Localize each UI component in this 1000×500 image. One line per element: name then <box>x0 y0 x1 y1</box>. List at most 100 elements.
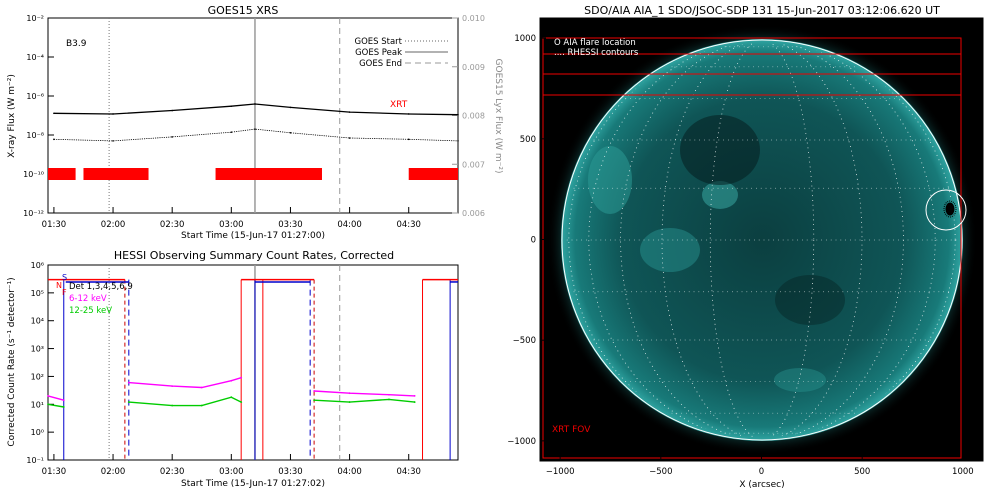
goes-left-tick-label: 10⁻¹⁰ <box>23 170 44 179</box>
hessi-y-tick-label: 10³ <box>31 345 44 354</box>
active-region <box>588 146 632 214</box>
hessi-flag-lines <box>48 278 458 460</box>
hessi-point <box>171 404 174 407</box>
hessi-y-tick-label: 10¹ <box>31 400 44 409</box>
goes-left-tick-label: 10⁻⁶ <box>26 92 44 101</box>
sun-disk <box>561 39 963 441</box>
hessi-legend: S N F Det 1,3,4,5,6,9 6-12 keV 12-25 keV <box>56 273 133 316</box>
hessi-series-0 <box>128 377 242 389</box>
hessi-count-curves <box>47 376 416 408</box>
hessi-point <box>62 399 65 402</box>
hessi-point <box>127 401 130 403</box>
hessi-point <box>240 401 243 403</box>
goes-point <box>53 112 55 115</box>
hessi-point <box>413 394 416 397</box>
goes-legend: GOES Start GOES Peak GOES End <box>354 37 448 69</box>
longitude-line <box>709 43 815 437</box>
goes-series-1 <box>53 128 459 142</box>
goes-point <box>171 136 173 138</box>
hessi-time-axis: 01:30 02:00 02:30 03:00 03:30 04:00 04:30 <box>42 454 421 477</box>
hessi-legend-low: 6-12 keV <box>69 294 107 304</box>
hessi-point <box>200 404 203 407</box>
aia-x-tick-label: 500 <box>854 467 870 477</box>
goes-point <box>348 137 351 139</box>
goes-left-tick-label: 10⁻¹² <box>23 209 44 218</box>
hessi-point <box>348 392 351 395</box>
goes-point <box>112 140 114 142</box>
hessi-series-1 <box>314 398 415 403</box>
goes-point <box>348 111 351 113</box>
hessi-y-tick-label: 10⁻¹ <box>26 456 44 465</box>
hessi-y-tick-label: 10⁶ <box>31 261 44 270</box>
longitude-line <box>568 43 956 437</box>
hessi-point <box>413 401 416 403</box>
hessi-flag-n: N <box>56 281 62 290</box>
goes-title: GOES15 XRS <box>208 4 279 17</box>
hessi-point <box>388 398 390 401</box>
time-tick-label: 02:30 <box>160 467 185 477</box>
goes-left-tick-label: 10⁻⁸ <box>26 131 44 140</box>
time-tick-label: 03:30 <box>278 220 303 230</box>
goes-point <box>254 128 256 130</box>
heliographic-grid <box>565 43 959 437</box>
aia-x-tick-label: −500 <box>649 467 672 477</box>
goes-right-tick-label: 0.007 <box>462 160 485 169</box>
hessi-xlabel: Start Time (15-Jun-17 01:27:02) <box>181 479 325 489</box>
active-region <box>640 228 700 272</box>
hessi-point <box>200 386 203 389</box>
goes-point <box>230 131 233 133</box>
goes-left-tick-label: 10⁻² <box>26 14 44 23</box>
hessi-title: HESSI Observing Summary Count Rates, Cor… <box>114 249 394 262</box>
xrt-interval-bar <box>215 168 322 180</box>
time-tick-label: 03:30 <box>278 467 303 477</box>
hessi-legend-detectors: Det 1,3,4,5,6,9 <box>69 282 133 292</box>
hessi-point <box>313 399 316 402</box>
aia-y-tick-label: 1000 <box>514 34 536 44</box>
hessi-point <box>313 390 316 392</box>
active-region <box>702 181 738 209</box>
hessi-ylabel: Corrected Count Rate (s⁻¹ detector⁻¹) <box>7 277 17 446</box>
time-tick-label: 01:30 <box>42 220 67 230</box>
time-tick-label: 04:30 <box>396 220 421 230</box>
time-tick-label: 04:00 <box>337 467 362 477</box>
goes-right-axis: 0.010 0.009 0.008 0.007 0.006 <box>452 14 485 218</box>
goes-point <box>112 113 114 115</box>
longitude-line <box>588 43 936 437</box>
hessi-point <box>388 393 390 396</box>
aia-title: SDO/AIA AIA_1 SDO/JSOC-SDP 131 15-Jun-20… <box>584 4 940 17</box>
longitude-line <box>661 43 863 437</box>
solar-limb <box>561 39 963 441</box>
sun-features <box>588 115 845 392</box>
aia-x-tick-label: −1000 <box>546 467 575 477</box>
goes-point <box>407 138 410 141</box>
aia-legend-rhessi: .... RHESSI contours <box>554 48 639 58</box>
time-tick-label: 03:00 <box>219 467 244 477</box>
hessi-flag-s: S <box>62 273 67 282</box>
hessi-y-tick-label: 10⁰ <box>31 428 44 437</box>
aia-x-tick-label: 0 <box>759 467 764 477</box>
goes-point <box>53 138 55 141</box>
aia-flare-location-marker <box>925 189 967 231</box>
hessi-point <box>230 396 233 399</box>
aia-panel: SDO/AIA AIA_1 SDO/JSOC-SDP 131 15-Jun-20… <box>507 4 984 490</box>
goes-point <box>254 103 256 105</box>
goes-ylabel-right: GOES15 Lyx Flux (W m⁻²) <box>493 59 503 174</box>
hessi-point <box>47 403 49 406</box>
goes-right-tick-label: 0.009 <box>462 63 485 72</box>
legend-goes-start: GOES Start <box>354 37 402 47</box>
goes-point <box>289 131 292 134</box>
hessi-y-tick-label: 10² <box>31 372 44 381</box>
aia-y-tick-label: 500 <box>520 135 536 145</box>
aia-y-tick-label: −500 <box>513 336 536 346</box>
hessi-plot-frame <box>47 264 459 461</box>
xrt-fov-label: XRT FOV <box>552 425 591 435</box>
time-tick-label: 01:30 <box>42 467 67 477</box>
hessi-series-0 <box>47 395 64 401</box>
hessi-y-tick-label: 10⁴ <box>31 317 44 326</box>
time-tick-label: 04:30 <box>396 467 421 477</box>
goes-point <box>289 106 292 109</box>
longitude-line <box>620 43 904 437</box>
hessi-point <box>127 381 130 384</box>
goes-left-axis: 10⁻² 10⁻⁴ 10⁻⁶ 10⁻⁸ 10⁻¹⁰ 10⁻¹² <box>23 14 54 218</box>
